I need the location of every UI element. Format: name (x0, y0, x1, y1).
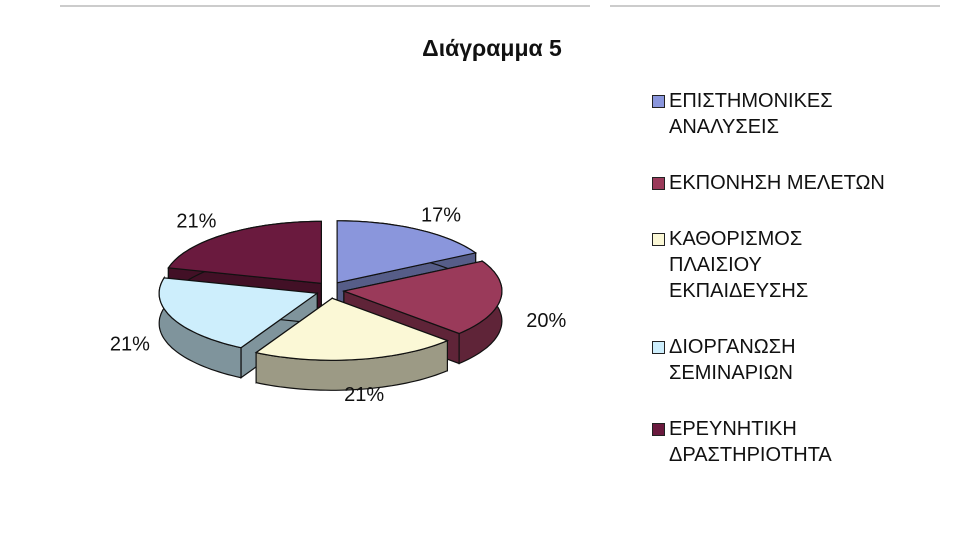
legend-swatch (652, 177, 665, 190)
data-label: 21% (176, 211, 216, 233)
legend-label: ΕΠΙΣΤΗΜΟΝΙΚΕΣ ΑΝΑΛΥΣΕΙΣ (669, 90, 833, 138)
legend-item: ΚΑΘΟΡΙΣΜΟΣ ΠΛΑΙΣΙΟΥ ΕΚΠΑΙΔΕΥΣΗΣ (652, 226, 952, 304)
slice (341, 260, 503, 335)
legend-swatch (652, 95, 665, 108)
data-label: 21% (344, 384, 384, 406)
legend-swatch (652, 423, 665, 436)
legend-label: ΚΑΘΟΡΙΣΜΟΣ ΠΛΑΙΣΙΟΥ ΕΚΠΑΙΔΕΥΣΗΣ (669, 228, 809, 302)
legend-item: ΕΠΙΣΤΗΜΟΝΙΚΕΣ ΑΝΑΛΥΣΕΙΣ (652, 88, 952, 140)
slice (254, 297, 450, 361)
legend-item: ΔΙΟΡΓΑΝΩΣΗ ΣΕΜΙΝΑΡΙΩΝ (652, 334, 952, 386)
data-label: 21% (110, 333, 150, 355)
legend-label: ΔΙΟΡΓΑΝΩΣΗ ΣΕΜΙΝΑΡΙΩΝ (669, 336, 796, 384)
legend-swatch (652, 341, 665, 354)
chart-title: Διάγραμμα 5 (422, 35, 562, 61)
legend-swatch (652, 233, 665, 246)
legend: ΕΠΙΣΤΗΜΟΝΙΚΕΣ ΑΝΑΛΥΣΕΙΣ ΕΚΠΟΝΗΣΗ ΜΕΛΕΤΩΝ Κ… (652, 88, 952, 498)
legend-item: ΕΡΕΥΝΗΤΙΚΗ ΔΡΑΣΤΗΡΙΟΤΗΤΑ (652, 416, 952, 468)
legend-label: ΕΡΕΥΝΗΤΙΚΗ ΔΡΑΣΤΗΡΙΟΤΗΤΑ (669, 418, 832, 466)
slice (167, 220, 322, 285)
slice (336, 220, 478, 284)
data-label: 17% (421, 205, 461, 227)
legend-label: ΕΚΠΟΝΗΣΗ ΜΕΛΕΤΩΝ (669, 172, 885, 194)
legend-item: ΕΚΠΟΝΗΣΗ ΜΕΛΕΤΩΝ (652, 170, 952, 196)
slice (158, 277, 319, 349)
data-label: 20% (526, 310, 566, 332)
